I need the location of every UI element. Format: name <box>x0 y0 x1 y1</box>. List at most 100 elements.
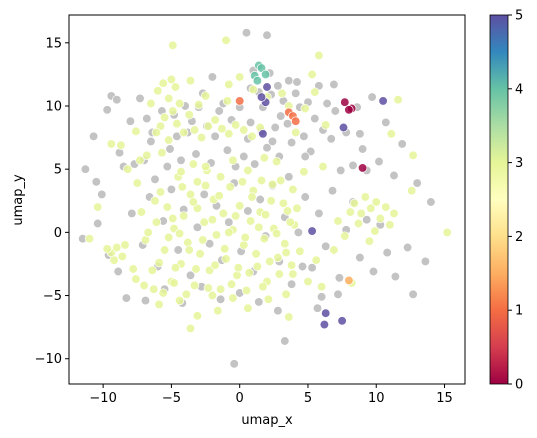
scatter-point <box>311 255 321 265</box>
scatter-point <box>168 40 178 50</box>
scatter-point <box>203 121 213 131</box>
scatter-point <box>280 336 290 346</box>
scatter-point <box>274 269 284 279</box>
scatter-point <box>389 170 399 181</box>
scatter-point <box>113 266 123 277</box>
scatter-point <box>191 264 201 274</box>
y-tick-label: −10 <box>35 352 62 367</box>
scatter-point <box>224 217 234 227</box>
y-tick-label: −5 <box>43 289 62 304</box>
scatter-point <box>356 208 366 219</box>
scatter-point <box>259 234 269 244</box>
y-tick-label: 0 <box>54 226 62 241</box>
scatter-point <box>211 230 222 240</box>
scatter-point <box>353 218 364 229</box>
scatter-point <box>224 129 234 139</box>
scatter-point <box>276 175 286 186</box>
scatter-point <box>291 127 301 138</box>
scatter-point <box>106 139 116 149</box>
y-tick-label: 5 <box>54 163 62 178</box>
scatter-point <box>278 198 289 208</box>
scatter-point <box>284 172 294 182</box>
scatter-point <box>300 192 310 202</box>
scatter-point <box>188 197 198 207</box>
x-axis: −10 −5 0 5 10 15 <box>89 384 453 406</box>
scatter-point <box>112 95 122 105</box>
scatter-point <box>319 319 330 330</box>
scatter-point <box>245 216 256 226</box>
scatter-point <box>284 76 294 86</box>
scatter-point <box>179 127 189 138</box>
scatter-point <box>230 120 241 130</box>
scatter-point <box>254 222 264 232</box>
scatter-point <box>123 164 133 174</box>
scatter-point <box>386 129 396 139</box>
scatter-point <box>329 245 339 255</box>
scatter-point <box>170 82 181 92</box>
x-tick-label: 10 <box>368 391 385 406</box>
scatter-point <box>291 88 301 98</box>
scatter-point <box>344 275 354 286</box>
y-tick-label: 15 <box>45 36 62 51</box>
scatter-point <box>121 293 132 303</box>
scatter-point <box>286 260 297 270</box>
scatter-point <box>189 125 200 135</box>
scatter-point <box>244 268 254 278</box>
plot-frame <box>68 14 466 385</box>
scatter-point <box>173 245 183 255</box>
scatter-point <box>345 207 355 217</box>
scatter-point <box>252 261 263 272</box>
scatter-point <box>135 93 145 104</box>
y-axis: −10 −5 0 5 10 15 <box>35 36 69 367</box>
scatter-point <box>215 284 226 294</box>
scatter-point <box>340 231 350 241</box>
colorbar: 0 1 2 3 4 5 <box>489 9 523 393</box>
scatter-point <box>168 213 178 224</box>
scatter-point <box>307 263 317 273</box>
scatter-point <box>273 252 283 263</box>
scatter-point <box>112 242 122 253</box>
scatter-point <box>146 98 156 109</box>
scatter-point <box>240 232 250 243</box>
scatter-point <box>397 139 407 149</box>
scatter-point <box>155 187 166 197</box>
scatter-point <box>215 294 226 304</box>
x-tick-label: −5 <box>162 391 181 406</box>
scatter-point <box>179 211 189 221</box>
scatter-point <box>177 182 187 192</box>
scatter-point <box>207 290 218 301</box>
scatter-point <box>271 156 282 167</box>
scatter-point <box>157 148 167 158</box>
scatter-point <box>314 208 324 219</box>
x-axis-label: umap_x <box>241 413 293 428</box>
scatter-point <box>140 295 151 306</box>
scatter-point <box>344 105 354 115</box>
scatter-point <box>284 312 294 322</box>
scatter-point <box>381 202 391 212</box>
scatter-point <box>367 92 377 102</box>
scatter-point <box>295 246 305 256</box>
scatter-point <box>159 112 170 123</box>
scatter-point <box>109 255 119 265</box>
scatter-point <box>139 280 149 291</box>
scatter-point <box>321 241 331 251</box>
scatter-points <box>78 28 452 369</box>
scatter-point <box>228 293 238 303</box>
scatter-point <box>277 88 287 98</box>
scatter-point <box>348 160 358 171</box>
scatter-point <box>185 76 196 86</box>
scatter-point <box>357 163 368 173</box>
scatter-point <box>194 100 204 110</box>
scatter-point <box>203 283 213 293</box>
scatter-point <box>164 93 174 104</box>
scatter-point <box>252 76 263 86</box>
scatter-point <box>166 184 177 195</box>
colorbar-tick-label: 3 <box>515 156 523 171</box>
scatter-point <box>151 217 162 227</box>
scatter-point <box>166 74 177 85</box>
scatter-point <box>165 144 175 154</box>
scatter-point <box>349 198 360 208</box>
scatter-point <box>265 256 275 267</box>
colorbar-tick-label: 0 <box>515 378 523 393</box>
scatter-point <box>286 137 297 148</box>
